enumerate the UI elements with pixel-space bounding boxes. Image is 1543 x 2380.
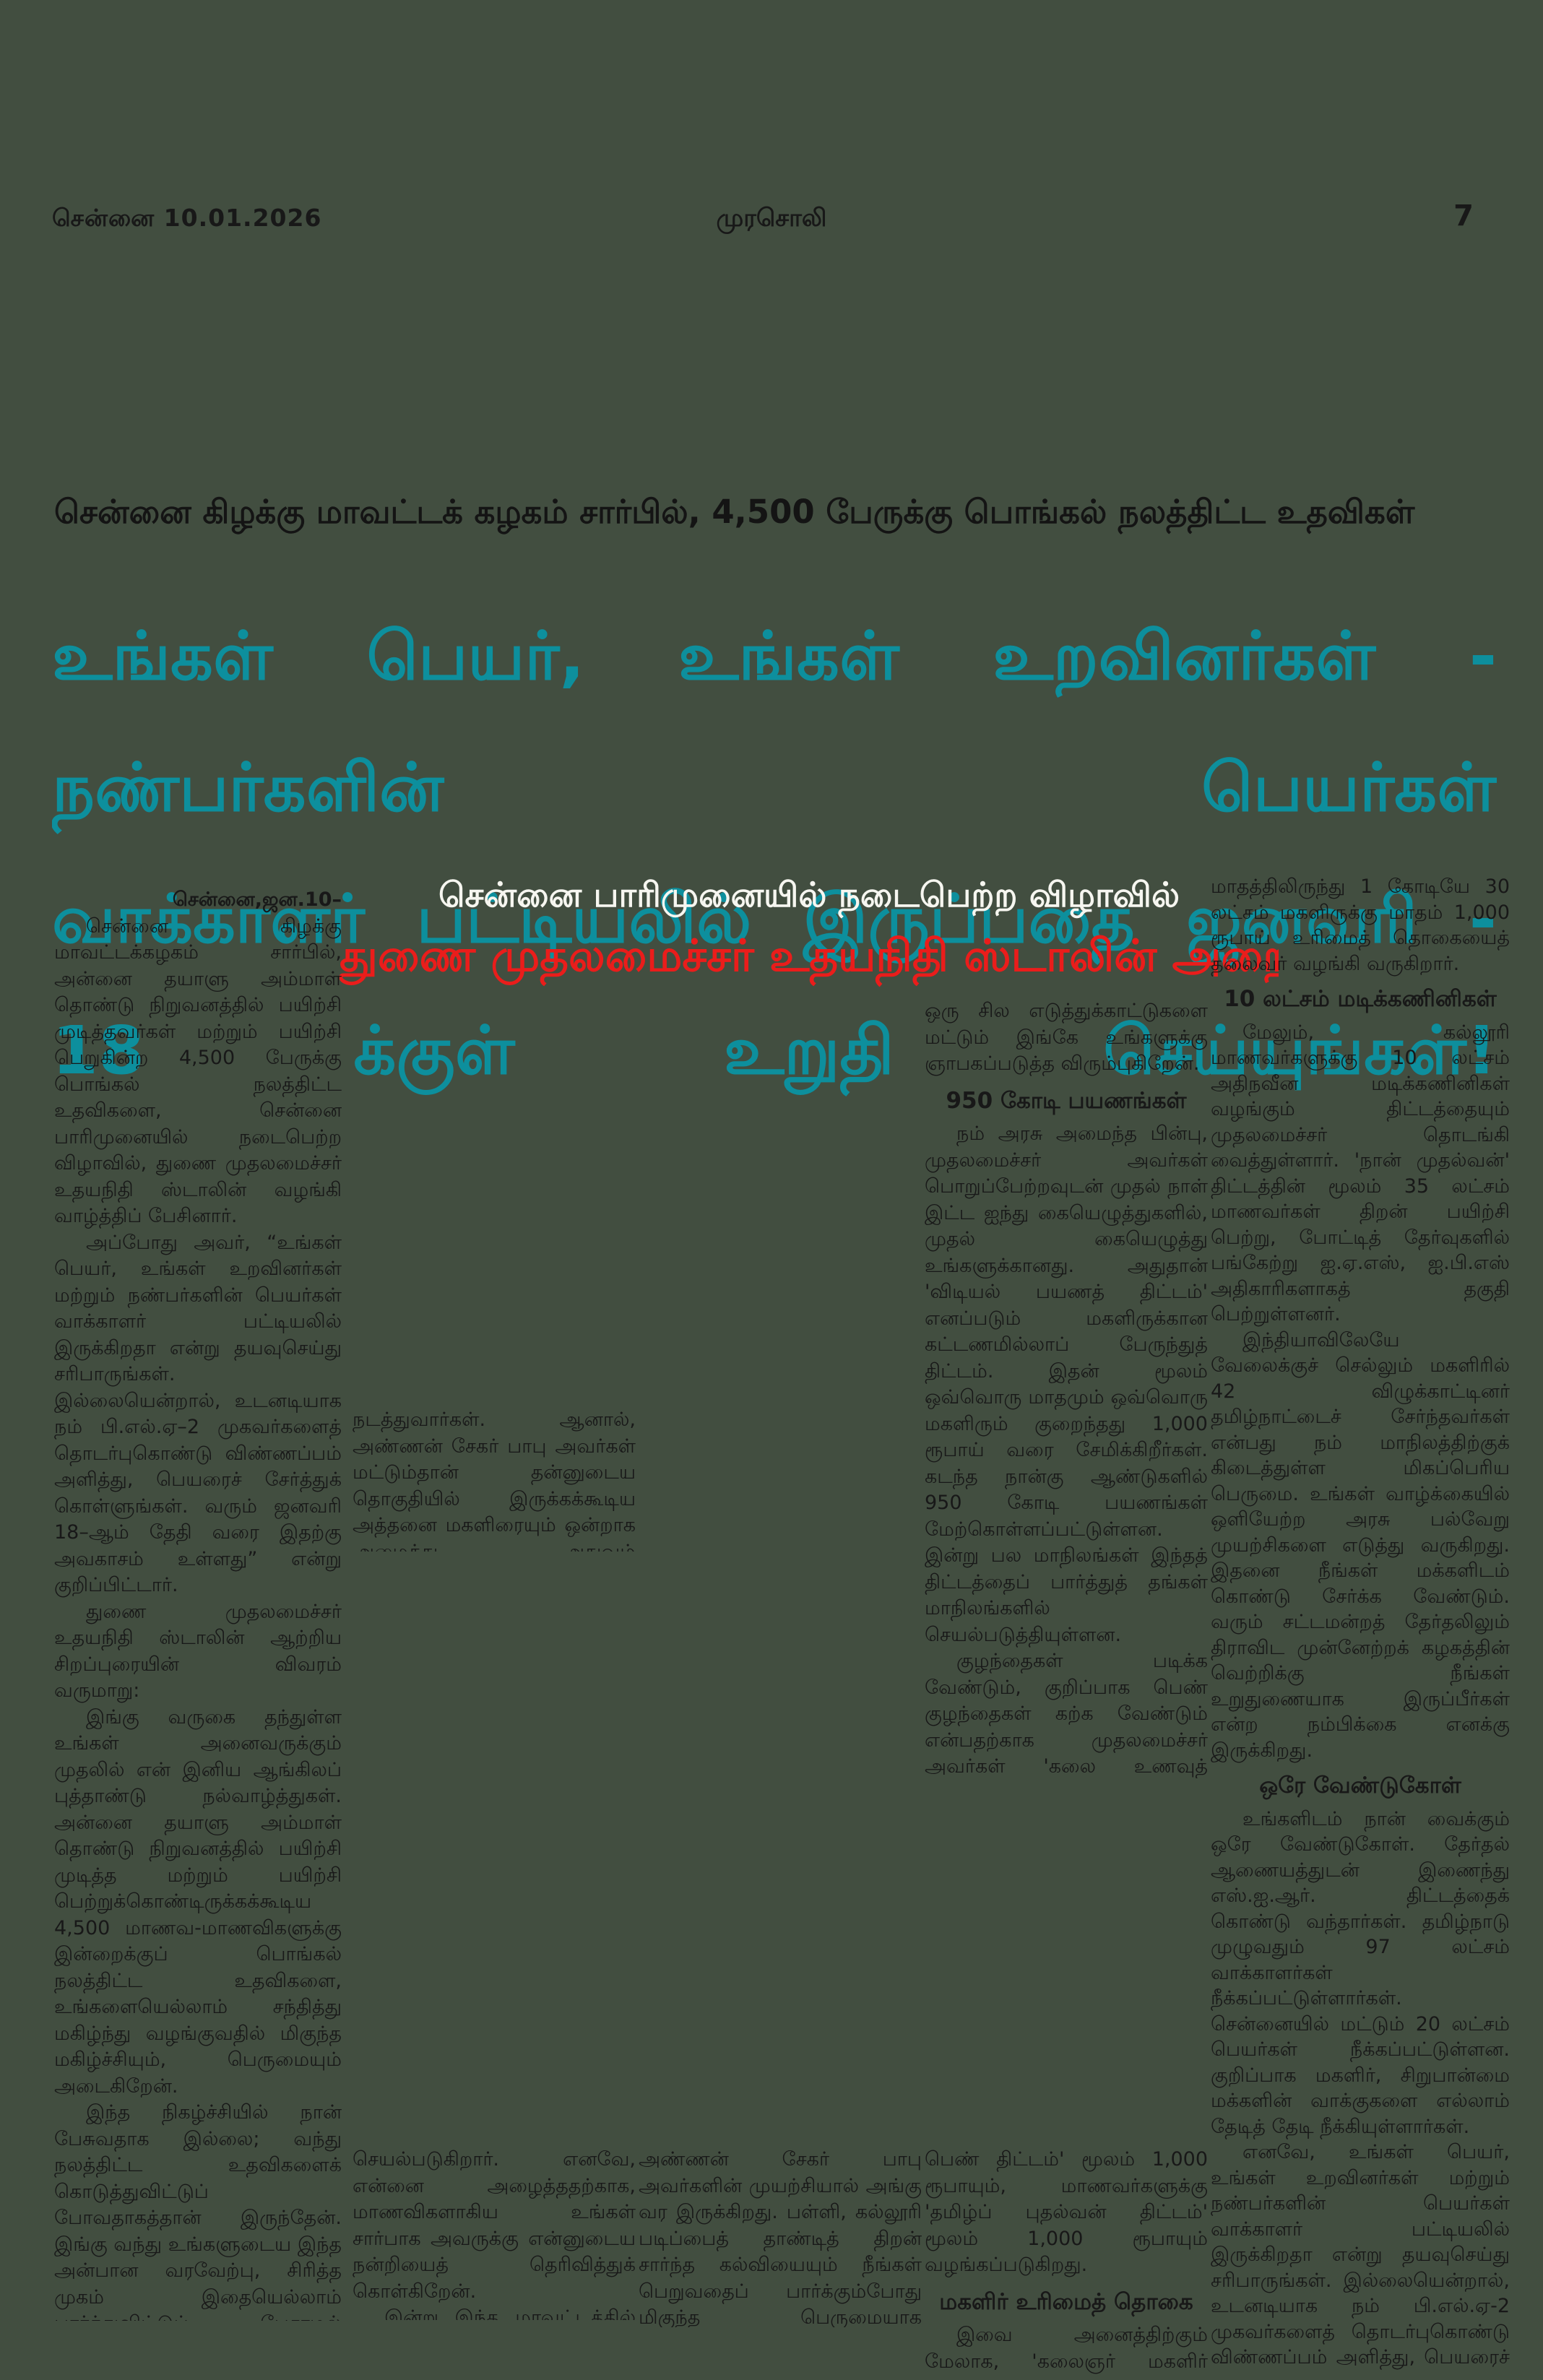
paragraph: அப்போது அவர், “உங்கள் பெயர், உங்கள் உறவி… xyxy=(54,1231,342,1597)
paragraph: உங்களிடம் நான் வைக்கும் ஒரே வேண்டுகோள். … xyxy=(1211,1807,1510,2138)
masthead-title: முரசொலி xyxy=(716,204,827,233)
body-column-4-top: ஒரு சில எடுத்துக்காட்டுகளை மட்டும் இங்கே… xyxy=(925,998,1208,1778)
main-headline: உங்கள் பெயர், உங்கள் உறவினர்கள் - நண்பர்… xyxy=(52,591,1497,1117)
page-number: 7 xyxy=(1453,199,1474,233)
edition-date: சென்னை 10.01.2026 xyxy=(52,204,322,232)
strap-headline: சென்னை கிழக்கு மாவட்டக் கழகம் சார்பில், … xyxy=(54,493,1427,531)
body-column-5: மாதத்திலிருந்து 1 கோடியே 30 லட்சம் மகளிர… xyxy=(1211,874,1510,2373)
paragraph: இந்தியாவிலேயே வேலைக்குச் செல்லும் மகளிரி… xyxy=(1211,1328,1510,1762)
paragraph: துணை முதலமைச்சர் உதயநிதி ஸ்டாலின் ஆற்றிய… xyxy=(54,1600,342,1702)
paragraph: இன்று இந்த மாவட்டத்தில் நான் கலந்துகொள்க… xyxy=(384,2306,636,2320)
body-column-1: சென்னை,ஜன.10– சென்னை கிழக்கு மாவட்டக்கழக… xyxy=(54,887,342,2321)
red-deck-headline: துணை முதலமைச்சர் உதயநிதி ஸ்டாலின் அறைகூவ… xyxy=(340,930,1279,982)
paragraph: ஒரு சில எடுத்துக்காட்டுகளை மட்டும் இங்கே… xyxy=(925,1000,1208,1075)
main-headline-line1: உங்கள் பெயர், உங்கள் உறவினர்கள் - நண்பர்… xyxy=(52,618,1497,826)
dateline: சென்னை,ஜன.10– xyxy=(172,888,342,911)
paragraph: எனவே, உங்கள் பெயர், உங்கள் உறவினர்கள் மற… xyxy=(1211,2141,1510,2373)
main-headline-line2: வாக்காளர் பட்டியலில் இருப்பதை ஜனவரி - 18… xyxy=(52,880,1497,1089)
paragraph: இந்த நிகழ்ச்சியில் நான் பேசுவதாக இல்லை; … xyxy=(54,2101,342,2321)
body-column-2-bottom: செயல்படுகிறார். எனவே, என்னை அழைத்ததற்காக… xyxy=(353,2147,636,2320)
paragraph: பெண் திட்டம்' மூலம் 1,000 ரூபாயும், மாணவ… xyxy=(925,2148,1208,2276)
body-column-4-bottom: பெண் திட்டம்' மூலம் 1,000 ரூபாயும், மாணவ… xyxy=(925,2147,1208,2378)
paragraph: செயல்படுகிறார். எனவே, என்னை அழைத்ததற்காக… xyxy=(353,2148,636,2303)
paragraph: சென்னை கிழக்கு மாவட்டக்கழகம் சார்பில், அ… xyxy=(54,914,342,1228)
subhead-950-crore-trips: 950 கோடி பயணங்கள் xyxy=(946,1087,1187,1114)
paragraph: இங்கு வருகை தந்துள்ள உங்கள் அனைவருக்கும்… xyxy=(54,1705,342,2098)
body-column-2-top: நடத்துவார்கள். ஆனால், அண்ணன் சேகர் பாபு … xyxy=(353,1407,636,1552)
paragraph: மேலும், கல்லூரி மாணவர்களுக்கு 10 லட்சம் … xyxy=(1211,1021,1510,1326)
subhead-magalir-urimai-thogai: மகளிர் உரிமைத் தொகை xyxy=(939,2288,1193,2315)
paragraph: குழந்தைகள் படிக்க வேண்டும், குறிப்பாக பெ… xyxy=(925,1650,1208,1778)
subhead-one-request: ஒரே வேண்டுகோள் xyxy=(1259,1773,1461,1799)
paragraph: மாதத்திலிருந்து 1 கோடியே 30 லட்சம் மகளிர… xyxy=(1211,875,1510,975)
body-column-3-bottom: அண்ணன் சேகர் பாபு அவர்களின் முயற்சியால் … xyxy=(639,2147,922,2327)
kicker-line: சென்னை பாரிமுனையில் நடைபெற்ற விழாவில் xyxy=(438,875,1180,915)
subhead-10-lakh-laptops: 10 லட்சம் மடிக்கணினிகள் xyxy=(1224,986,1497,1012)
paragraph: நடத்துவார்கள். ஆனால், அண்ணன் சேகர் பாபு … xyxy=(353,1408,636,1552)
paragraph: இவை அனைத்திற்கும் மேலாக, 'கலைஞர் மகளிர் … xyxy=(925,2324,1208,2378)
paragraph: அண்ணன் சேகர் பாபு அவர்களின் முயற்சியால் … xyxy=(639,2148,922,2327)
paragraph: நம் அரசு அமைந்த பின்பு, முதலமைச்சர் அவர்… xyxy=(925,1122,1208,1646)
